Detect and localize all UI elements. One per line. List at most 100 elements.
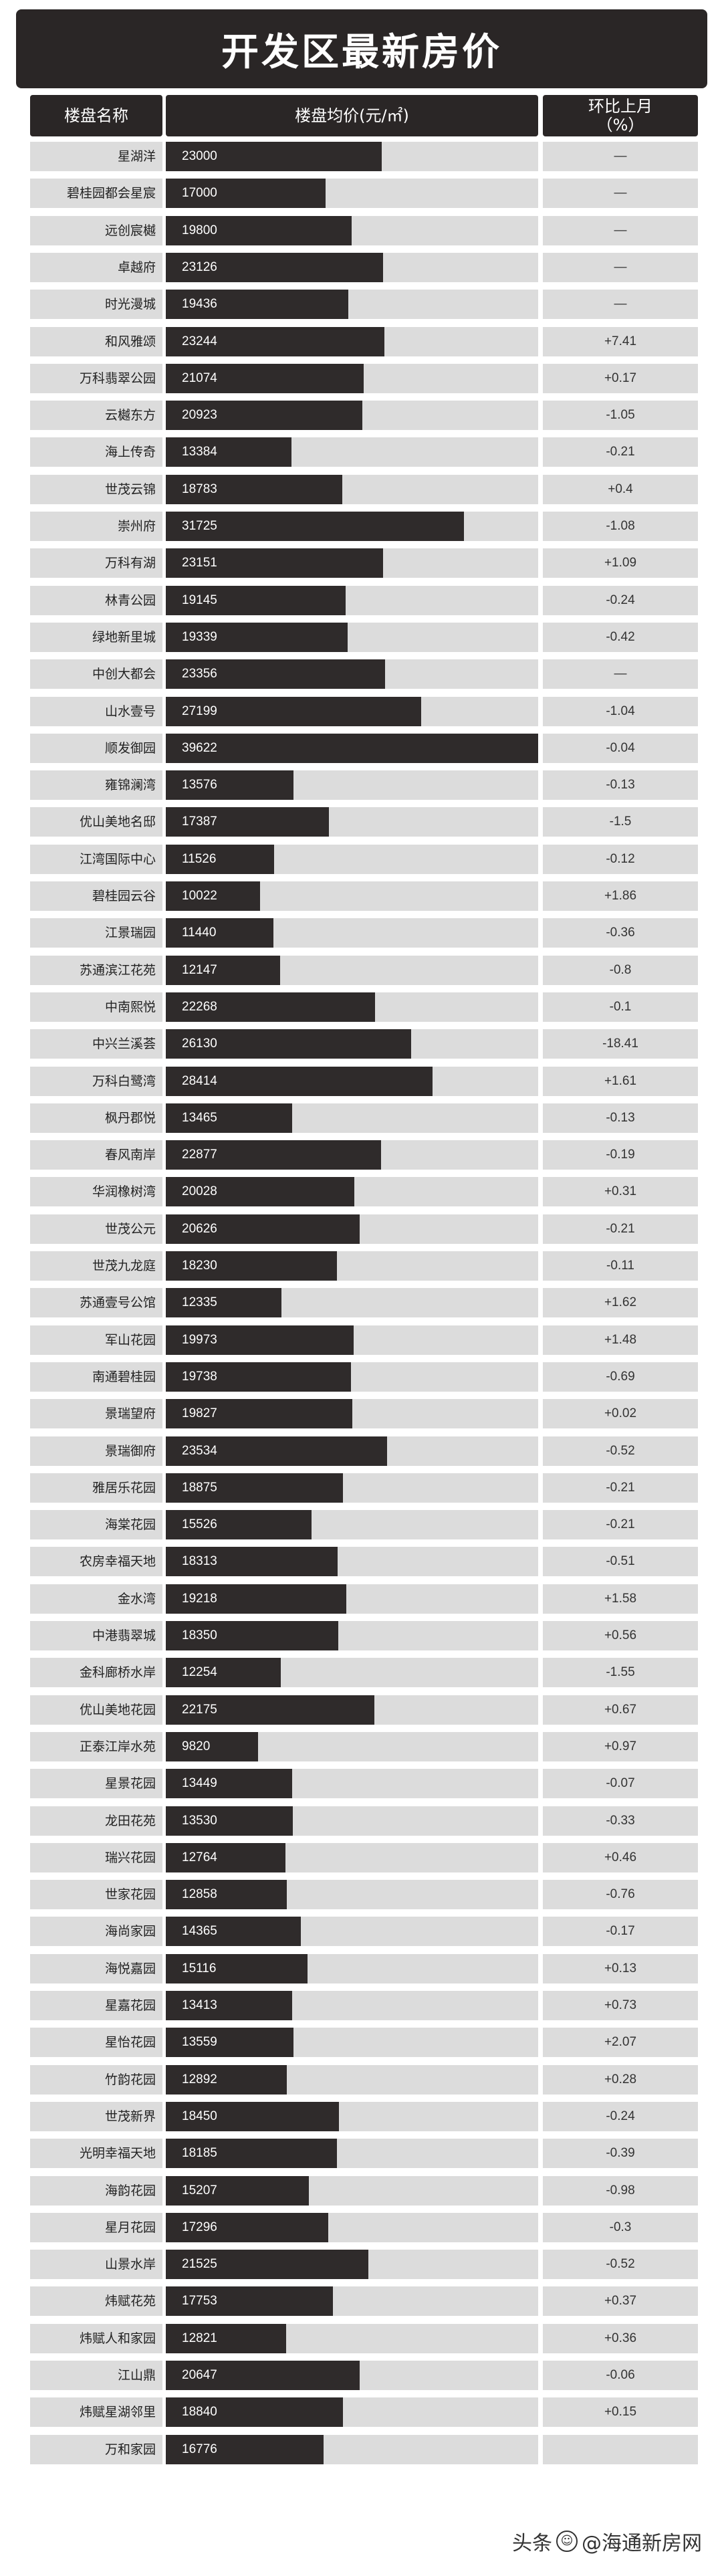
table-row: 金水湾 19218 +1.58 xyxy=(0,1584,722,1618)
change-value: +1.62 xyxy=(604,1295,637,1310)
change-cell: -0.13 xyxy=(543,770,698,800)
table-row: 时光漫城 19436 — xyxy=(0,290,722,323)
price-label: 22268 xyxy=(182,999,217,1014)
price-bar xyxy=(166,1399,352,1429)
project-name: 世茂新界 xyxy=(104,2109,156,2124)
price-label: 23000 xyxy=(182,149,217,163)
price-bar xyxy=(166,1880,287,1910)
table-row: 卓越府 23126 — xyxy=(0,252,722,286)
price-label: 15207 xyxy=(182,2183,217,2197)
price-label: 13530 xyxy=(182,1813,217,1828)
table-row: 万科白鹭湾 28414 +1.61 xyxy=(0,1066,722,1100)
change-value: -0.3 xyxy=(609,2220,632,2234)
change-cell: -1.5 xyxy=(543,807,698,837)
price-bar xyxy=(166,1695,374,1725)
bar-track: 31725 xyxy=(166,512,538,541)
table-row: 山景水岸 21525 -0.52 xyxy=(0,2250,722,2283)
price-label: 19800 xyxy=(182,223,217,237)
table-row: 景瑞望府 19827 +0.02 xyxy=(0,1399,722,1432)
change-cell: -0.19 xyxy=(543,1140,698,1170)
price-label: 18230 xyxy=(182,1259,217,1273)
price-bar xyxy=(166,437,292,467)
bar-track: 23356 xyxy=(166,659,538,689)
bar-track: 12335 xyxy=(166,1288,538,1318)
price-bar xyxy=(166,1806,293,1836)
bar-track: 19973 xyxy=(166,1325,538,1355)
price-label: 23244 xyxy=(182,334,217,348)
price-label: 23356 xyxy=(182,667,217,681)
table-row: 竹韵花园 12892 +0.28 xyxy=(0,2064,722,2099)
change-cell: -0.98 xyxy=(543,2175,698,2206)
bar-track: 17296 xyxy=(166,2212,538,2242)
project-name: 和风雅颂 xyxy=(104,334,156,349)
change-value: -1.05 xyxy=(606,408,635,423)
change-cell: -0.3 xyxy=(543,2212,698,2242)
change-cell: -0.12 xyxy=(543,844,698,874)
price-label: 39622 xyxy=(182,740,217,755)
project-name: 海韵花园 xyxy=(104,2183,156,2198)
price-label: 19339 xyxy=(182,629,217,644)
bar-track: 11440 xyxy=(166,918,538,948)
price-bar xyxy=(166,1991,292,2020)
table-row: 景瑞御府 23534 -0.52 xyxy=(0,1436,722,1470)
table-row: 农房幸福天地 18313 -0.51 xyxy=(0,1547,722,1580)
table-row: 炜赋人和家园 12821 +0.36 xyxy=(0,2323,722,2357)
price-label: 27199 xyxy=(182,704,217,718)
price-bar xyxy=(166,585,346,615)
price-label: 13559 xyxy=(182,2035,217,2050)
bar-track: 18783 xyxy=(166,474,538,504)
table-row: 世茂新界 18450 -0.24 xyxy=(0,2101,722,2135)
change-cell: +0.67 xyxy=(543,1695,698,1725)
change-cell: +0.28 xyxy=(543,2064,698,2095)
project-name: 海棠花园 xyxy=(104,1517,156,1533)
bar-track: 16776 xyxy=(166,2434,538,2464)
bar-track: 12892 xyxy=(166,2064,538,2095)
name-cell: 世茂公元 xyxy=(30,1214,162,1244)
header-change: 环比上月 （%） xyxy=(543,95,698,136)
project-name: 瑞兴花园 xyxy=(104,1850,156,1865)
name-cell: 江山鼎 xyxy=(30,2361,162,2390)
name-cell: 绿地新里城 xyxy=(30,622,162,652)
price-bar xyxy=(166,2397,343,2428)
project-name: 万科翡翠公园 xyxy=(79,370,156,386)
project-name: 云樾东方 xyxy=(104,408,156,423)
change-value: — xyxy=(614,223,627,237)
project-name: 世茂九龙庭 xyxy=(92,1259,156,1273)
bar-track: 39622 xyxy=(166,733,538,763)
table-row: 万科有湖 23151 +1.09 xyxy=(0,548,722,582)
name-cell: 海尚家园 xyxy=(30,1917,162,1947)
bar-track: 23244 xyxy=(166,326,538,356)
price-label: 23534 xyxy=(182,1443,217,1458)
name-cell: 雅居乐花园 xyxy=(30,1473,162,1503)
name-cell: 军山花园 xyxy=(30,1325,162,1355)
change-cell: +0.46 xyxy=(543,1842,698,1872)
bar-track: 13413 xyxy=(166,1991,538,2020)
change-value: +0.17 xyxy=(604,370,637,385)
name-cell: 景瑞望府 xyxy=(30,1399,162,1429)
bar-track: 21074 xyxy=(166,363,538,393)
project-name: 正泰江岸水苑 xyxy=(79,1739,156,1754)
price-bar xyxy=(166,733,538,763)
price-bar xyxy=(166,1473,344,1503)
name-cell: 顺发御园 xyxy=(30,733,162,763)
bar-track: 26130 xyxy=(166,1029,538,1059)
bar-track: 18313 xyxy=(166,1547,538,1577)
name-cell: 云樾东方 xyxy=(30,401,162,431)
change-value: -0.04 xyxy=(606,740,635,755)
table-row: 海上传奇 13384 -0.21 xyxy=(0,437,722,471)
project-name: 中南熙悦 xyxy=(104,999,156,1014)
table-row: 顺发御园 39622 -0.04 xyxy=(0,733,722,767)
bar-track: 22268 xyxy=(166,992,538,1022)
name-cell: 万科白鹭湾 xyxy=(30,1066,162,1096)
table-row: 南通碧桂园 19738 -0.69 xyxy=(0,1362,722,1396)
price-bar xyxy=(166,1288,282,1318)
table-row: 中兴兰溪荟 26130 -18.41 xyxy=(0,1029,722,1063)
bar-track: 21525 xyxy=(166,2250,538,2280)
name-cell: 山景水岸 xyxy=(30,2250,162,2280)
name-cell: 苏通滨江花苑 xyxy=(30,955,162,985)
change-cell: -0.11 xyxy=(543,1251,698,1281)
price-bar xyxy=(166,659,386,689)
price-bar xyxy=(166,2323,287,2353)
table-row: 星湖洋 23000 — xyxy=(0,142,722,175)
table-row: 海棠花园 15526 -0.21 xyxy=(0,1510,722,1543)
